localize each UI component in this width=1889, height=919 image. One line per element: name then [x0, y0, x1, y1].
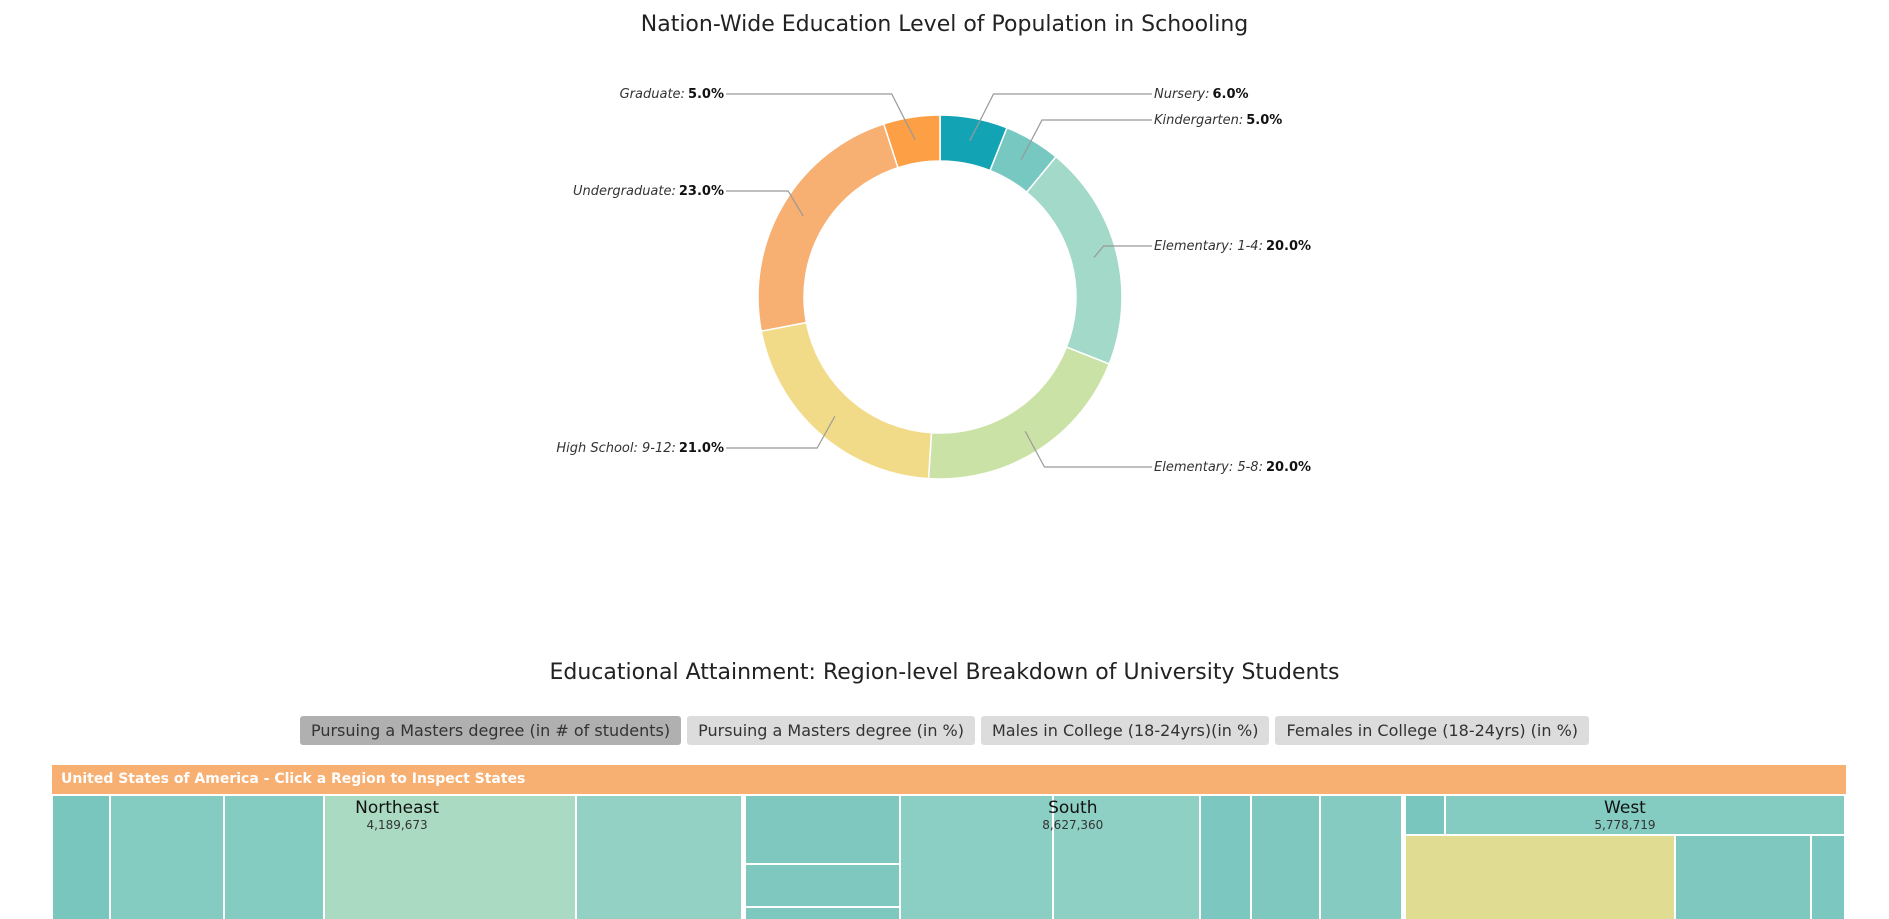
- category-name: High School: 9-12:: [556, 441, 676, 456]
- slice-label: Nursery: 6.0%: [1154, 87, 1249, 102]
- region-name: South: [1048, 797, 1098, 818]
- treemap-header[interactable]: United States of America - Click a Regio…: [52, 765, 1846, 794]
- donut-slice: [1025, 155, 1123, 365]
- tab-button[interactable]: Females in College (18-24yrs) (in %): [1275, 716, 1590, 745]
- region-value: 8,627,360: [1042, 817, 1104, 832]
- slice-label: High School: 9-12: 21.0%: [556, 441, 724, 456]
- leader-line: [726, 93, 916, 141]
- treemap-tile[interactable]: [110, 795, 224, 919]
- value-label: 20.0%: [1266, 239, 1311, 254]
- treemap-tile[interactable]: [1199, 795, 1251, 919]
- treemap-tile[interactable]: [324, 795, 577, 919]
- treemap-tile[interactable]: [1404, 835, 1675, 919]
- treemap-tile[interactable]: [576, 795, 743, 919]
- value-label: 5.0%: [688, 87, 724, 102]
- treemap-tile[interactable]: [52, 795, 111, 919]
- treemap-tile[interactable]: [744, 795, 900, 865]
- region-label: Northeast 4,189,673: [247, 798, 547, 832]
- slice-label: Graduate: 5.0%: [620, 87, 724, 102]
- donut-slice: [882, 114, 941, 169]
- slice-label: Elementary: 1-4: 20.0%: [1154, 239, 1311, 254]
- donut-slice: [927, 346, 1111, 480]
- leader-line: [1020, 119, 1152, 161]
- treemap-tile[interactable]: [744, 864, 900, 907]
- category-name: Elementary: 1-4:: [1154, 239, 1263, 254]
- region-name: Northeast: [355, 797, 440, 818]
- button-bar: Pursuing a Masters degree (in # of stude…: [0, 716, 1889, 745]
- treemap-tile[interactable]: [1250, 795, 1320, 919]
- treemap-title: Educational Attainment: Region-level Bre…: [549, 660, 1340, 685]
- region-value: 5,778,719: [1594, 817, 1656, 832]
- donut-title: Nation-Wide Education Level of Populatio…: [640, 12, 1249, 37]
- category-name: Kindergarten:: [1154, 113, 1243, 128]
- donut-slice: [757, 122, 899, 332]
- region-label: West 5,778,719: [1475, 798, 1775, 832]
- category-name: Undergraduate:: [573, 184, 676, 199]
- leader-line: [1024, 430, 1152, 468]
- treemap-tile[interactable]: [1811, 835, 1846, 919]
- leader-line: [1093, 245, 1152, 258]
- leader-line: [726, 415, 836, 449]
- category-name: Elementary: 5-8:: [1154, 460, 1263, 475]
- slice-label: Kindergarten: 5.0%: [1154, 113, 1282, 128]
- donut-chart: Nursery: 6.0%Kindergarten: 5.0%Elementary:…: [556, 87, 1311, 480]
- category-name: Graduate:: [620, 87, 685, 102]
- treemap-tile[interactable]: [899, 795, 1054, 919]
- treemap-tile[interactable]: [223, 795, 325, 919]
- tab-button[interactable]: Pursuing a Masters degree (in # of stude…: [299, 716, 682, 745]
- value-label: 23.0%: [679, 184, 724, 199]
- value-label: 20.0%: [1266, 460, 1311, 475]
- value-label: 5.0%: [1246, 113, 1282, 128]
- tab-button[interactable]: Pursuing a Masters degree (in %): [687, 716, 975, 745]
- slice-label: Undergraduate: 23.0%: [573, 184, 724, 199]
- treemap: United States of America - Click a Regio…: [52, 765, 1846, 919]
- category-name: Nursery:: [1154, 87, 1210, 102]
- leader-line: [726, 190, 804, 217]
- slice-label: Elementary: 5-8: 20.0%: [1154, 460, 1311, 475]
- tab-button[interactable]: Males in College (18-24yrs)(in %): [980, 716, 1270, 745]
- treemap-tile[interactable]: [1053, 795, 1200, 919]
- value-label: 6.0%: [1213, 87, 1249, 102]
- treemap-tile[interactable]: [1319, 795, 1403, 919]
- treemap-tile[interactable]: [744, 906, 900, 919]
- value-label: 21.0%: [679, 441, 724, 456]
- treemap-tile[interactable]: [1444, 795, 1846, 836]
- region-label: South 8,627,360: [923, 798, 1223, 832]
- region-value: 4,189,673: [366, 817, 428, 832]
- treemap-tile[interactable]: [1404, 795, 1445, 836]
- donut-slice: [760, 321, 933, 480]
- region-name: West: [1604, 797, 1646, 818]
- treemap-tile[interactable]: [1674, 835, 1812, 919]
- leader-line: [969, 93, 1152, 142]
